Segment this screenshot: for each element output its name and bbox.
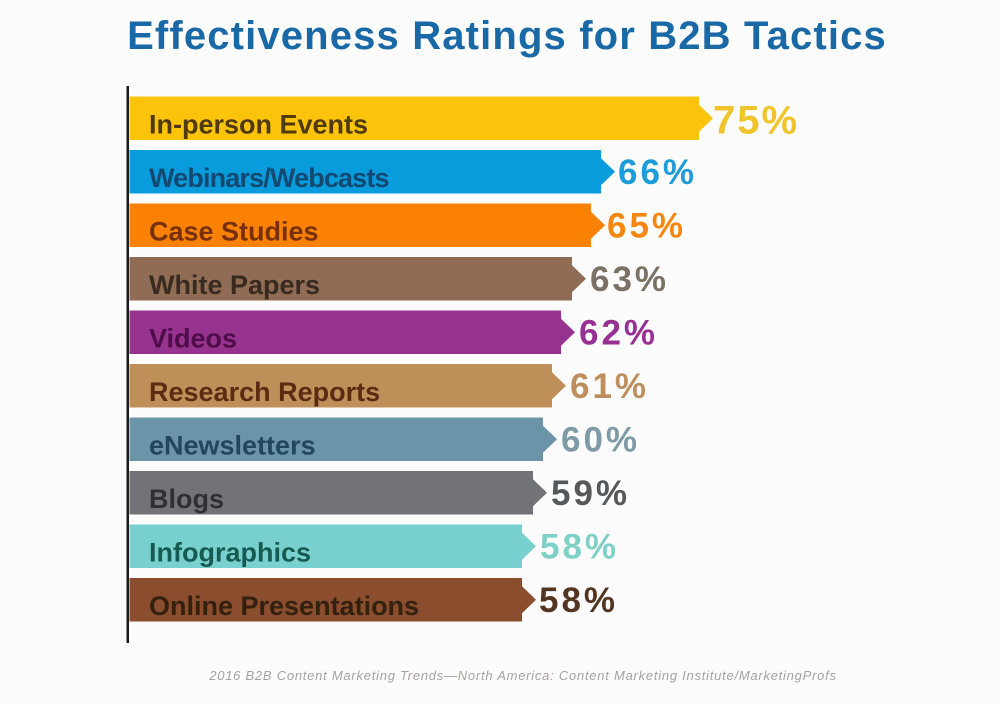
svg-text:Research Reports: Research Reports — [149, 377, 380, 407]
svg-text:66%: 66% — [618, 153, 697, 192]
svg-text:Case Studies: Case Studies — [149, 217, 319, 247]
svg-text:Infographics: Infographics — [149, 538, 311, 568]
svg-text:Webinars/Webcasts: Webinars/Webcasts — [149, 163, 389, 193]
svg-text:2016 B2B Content Marketing Tre: 2016 B2B Content Marketing Trends—North … — [208, 668, 837, 683]
svg-text:Effectiveness Ratings for B2B: Effectiveness Ratings for B2B Tactics — [127, 14, 887, 58]
svg-text:65%: 65% — [607, 207, 686, 246]
svg-text:Blogs: Blogs — [149, 484, 224, 514]
svg-text:Videos: Videos — [149, 324, 237, 354]
svg-text:Online Presentations: Online Presentations — [149, 591, 419, 621]
svg-text:60%: 60% — [561, 421, 640, 460]
svg-text:61%: 61% — [570, 367, 649, 406]
svg-text:59%: 59% — [551, 474, 630, 513]
svg-text:63%: 63% — [590, 260, 669, 299]
svg-text:White Papers: White Papers — [149, 270, 320, 300]
svg-text:In-person Events: In-person Events — [149, 110, 368, 140]
svg-text:58%: 58% — [540, 528, 619, 567]
svg-text:75%: 75% — [713, 99, 799, 143]
svg-text:eNewsletters: eNewsletters — [149, 431, 316, 461]
svg-text:62%: 62% — [579, 314, 658, 353]
svg-text:58%: 58% — [539, 581, 618, 620]
